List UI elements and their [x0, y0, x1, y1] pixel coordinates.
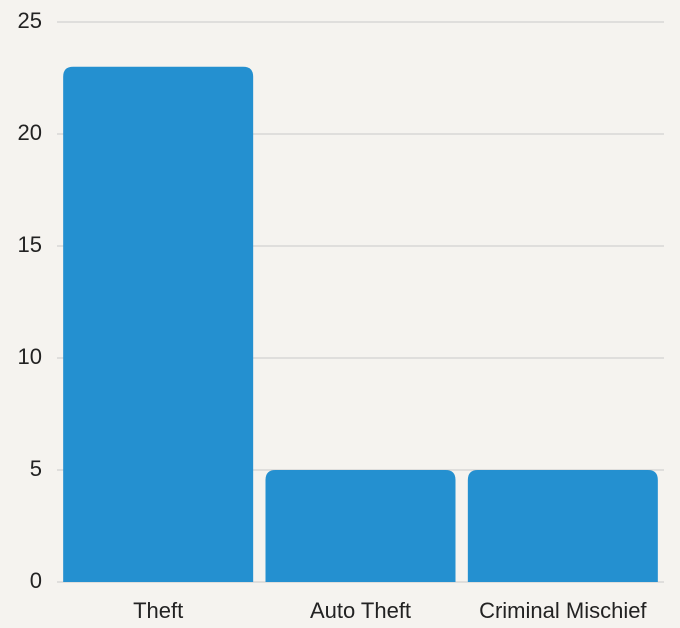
bar	[265, 470, 456, 582]
y-tick-label: 20	[18, 120, 42, 145]
bar	[467, 470, 658, 582]
y-tick-label: 25	[18, 8, 42, 33]
y-tick-label: 0	[30, 568, 42, 593]
x-tick-label: Theft	[133, 598, 183, 623]
y-tick-label: 10	[18, 344, 42, 369]
bar	[63, 66, 254, 583]
y-tick-label: 5	[30, 456, 42, 481]
y-tick-label: 15	[18, 232, 42, 257]
x-tick-label: Criminal Mischief	[479, 598, 647, 623]
x-tick-label: Auto Theft	[310, 598, 411, 623]
